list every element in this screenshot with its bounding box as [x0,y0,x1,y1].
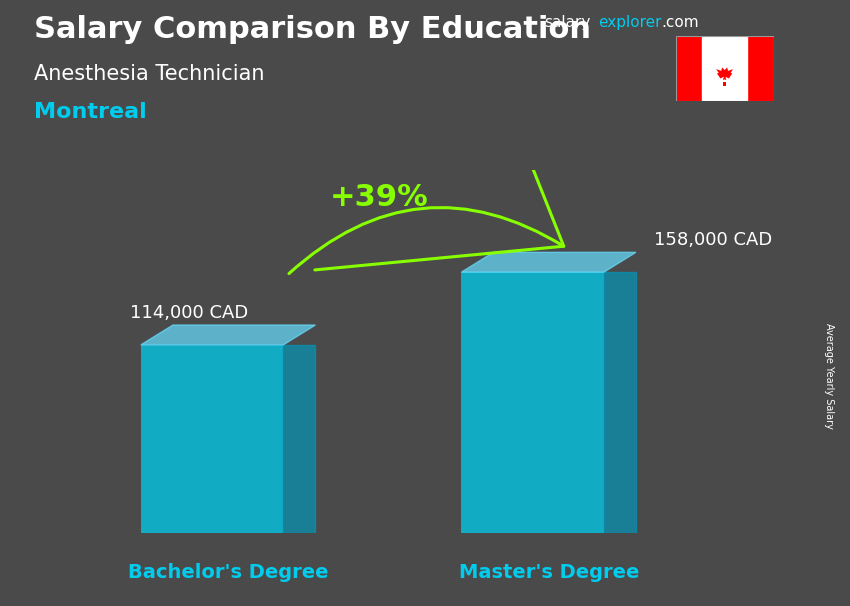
Bar [747,36,774,101]
Text: Salary Comparison By Education: Salary Comparison By Education [34,15,591,44]
Polygon shape [604,272,636,533]
Text: Anesthesia Technician: Anesthesia Technician [34,64,264,84]
Text: explorer: explorer [598,15,662,30]
Text: +39%: +39% [330,183,429,212]
Polygon shape [723,82,726,86]
Text: Master's Degree: Master's Degree [458,563,639,582]
Text: .com: .com [661,15,699,30]
Text: salary: salary [544,15,591,30]
Text: Montreal: Montreal [34,102,147,122]
Bar [141,345,283,533]
Polygon shape [717,67,733,80]
Text: 158,000 CAD: 158,000 CAD [654,231,772,249]
Polygon shape [462,252,636,272]
Bar [462,272,604,533]
Text: Bachelor's Degree: Bachelor's Degree [128,563,328,582]
Text: 114,000 CAD: 114,000 CAD [130,304,248,322]
Bar [702,36,747,101]
FancyArrowPatch shape [289,14,564,273]
Text: Average Yearly Salary: Average Yearly Salary [824,323,834,428]
Bar [676,36,702,101]
Polygon shape [141,325,315,345]
Polygon shape [283,345,315,533]
